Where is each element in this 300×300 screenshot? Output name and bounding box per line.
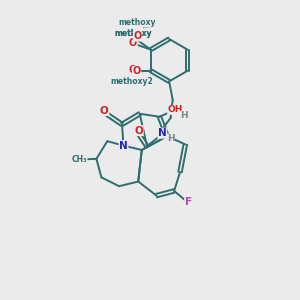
Text: methoxy: methoxy [114, 28, 152, 38]
Text: O: O [129, 38, 137, 48]
Text: F: F [185, 197, 192, 207]
Text: O: O [134, 31, 142, 41]
Text: O: O [100, 106, 109, 116]
Text: N: N [158, 128, 167, 138]
Text: N: N [119, 141, 128, 151]
Text: methoxy: methoxy [130, 32, 136, 33]
Text: methoxy: methoxy [118, 18, 156, 27]
Text: CH₃: CH₃ [72, 155, 87, 164]
Text: O: O [128, 64, 136, 75]
Text: O: O [133, 66, 141, 76]
Text: OH: OH [168, 106, 183, 115]
Text: methoxy: methoxy [114, 28, 152, 38]
Text: methoxy3: methoxy3 [142, 27, 150, 28]
Text: methoxy2: methoxy2 [111, 76, 154, 85]
Text: H: H [167, 134, 174, 143]
Text: H: H [180, 111, 188, 120]
Text: O: O [134, 126, 143, 136]
